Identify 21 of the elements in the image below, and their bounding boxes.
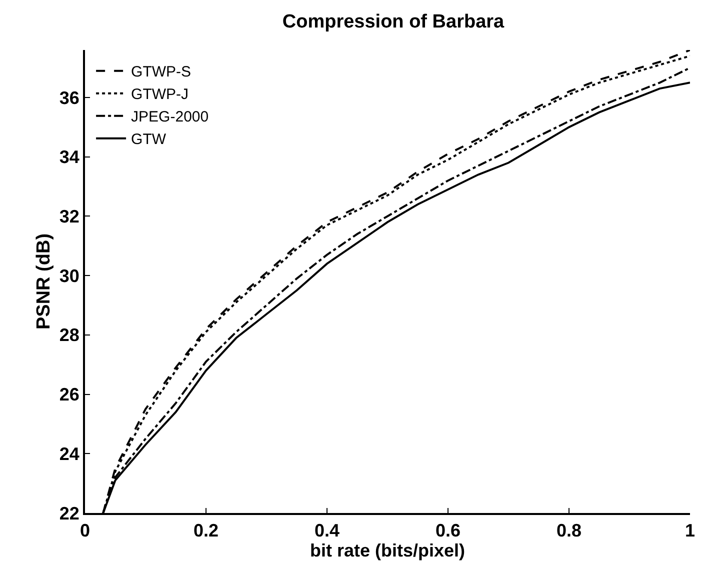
- y-axis-title: PSNR (dB): [34, 233, 55, 330]
- y-tick-label: 22: [59, 503, 80, 524]
- x-tick-label: 0.6: [435, 520, 461, 541]
- y-tick-label: 26: [59, 384, 80, 405]
- chart-title: Compression of Barbara: [282, 12, 505, 33]
- x-tick-label: 0: [80, 520, 90, 541]
- x-tick-label: 0.4: [314, 520, 340, 541]
- x-axis-title: bit rate (bits/pixel): [310, 540, 466, 561]
- x-tick-label: 0.2: [193, 520, 219, 541]
- x-tick-label: 1: [684, 520, 696, 541]
- x-tick-label: 0.8: [556, 520, 582, 541]
- y-tick-label: 34: [59, 147, 80, 168]
- legend-label: GTWP-J: [131, 86, 189, 104]
- legend-label: JPEG-2000: [131, 108, 209, 126]
- y-tick-label: 36: [59, 88, 80, 108]
- legend-label: GTWP-S: [131, 64, 192, 81]
- y-tick-label: 30: [59, 266, 80, 286]
- y-tick-label: 24: [59, 444, 80, 464]
- legend-label: GTW: [131, 131, 167, 148]
- y-tick-label: 32: [59, 206, 80, 227]
- y-tick-label: 28: [59, 325, 80, 346]
